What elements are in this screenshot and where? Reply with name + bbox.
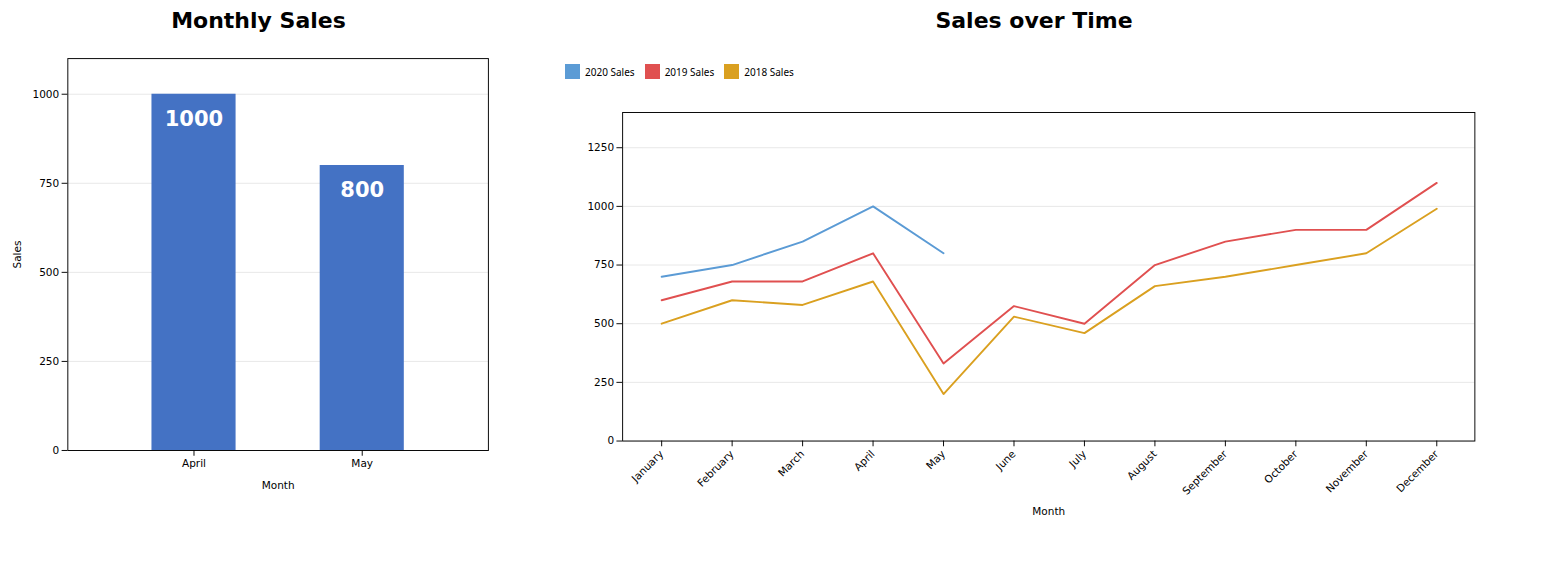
- svg-text:September: September: [1180, 447, 1230, 497]
- svg-text:May: May: [351, 457, 373, 469]
- svg-text:250: 250: [594, 376, 614, 388]
- svg-text:800: 800: [340, 177, 384, 202]
- html-text:2020 Sales: 2020 Sales: [585, 64, 635, 79]
- html-text:2019 Sales: 2019 Sales: [664, 64, 715, 79]
- svg-text:500: 500: [39, 266, 59, 278]
- svg-text:October: October: [1262, 447, 1301, 486]
- svg-text:August: August: [1124, 448, 1158, 482]
- svg-text:May: May: [924, 448, 948, 472]
- svg-text:750: 750: [594, 258, 614, 270]
- svg-text:750: 750: [39, 177, 59, 189]
- html-text:Sales over Time: Sales over Time: [935, 8, 1133, 33]
- svg-text:July: July: [1066, 448, 1089, 471]
- svg-text:1000: 1000: [587, 200, 614, 212]
- svg-text:Month: Month: [262, 479, 295, 491]
- svg-text:250: 250: [39, 355, 59, 367]
- svg-text:Sales: Sales: [11, 241, 23, 269]
- svg-text:500: 500: [594, 317, 614, 329]
- html-text:2018 Sales: 2018 Sales: [744, 64, 794, 79]
- svg-text:February: February: [695, 448, 736, 489]
- html-text:Monthly Sales: Monthly Sales: [171, 8, 346, 33]
- svg-text:June: June: [992, 448, 1017, 473]
- svg-text:1250: 1250: [587, 141, 614, 153]
- svg-text:March: March: [775, 448, 806, 479]
- svg-text:April: April: [182, 457, 206, 469]
- svg-text:April: April: [851, 448, 876, 473]
- svg-text:January: January: [628, 448, 665, 485]
- svg-text:1000: 1000: [32, 88, 59, 100]
- svg-text:0: 0: [53, 444, 60, 456]
- svg-text:0: 0: [607, 434, 614, 446]
- svg-text:1000: 1000: [165, 106, 224, 131]
- svg-text:November: November: [1323, 447, 1370, 494]
- svg-text:Month: Month: [1032, 505, 1065, 517]
- svg-text:December: December: [1394, 447, 1441, 494]
